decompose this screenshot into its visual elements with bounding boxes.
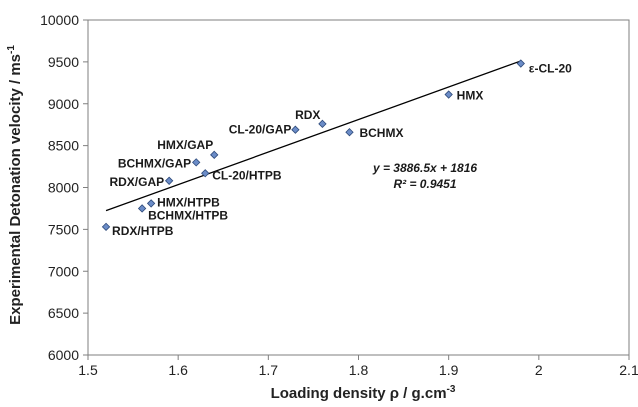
data-point-marker — [164, 176, 174, 185]
data-point-marker — [345, 128, 354, 137]
data-points-layer — [101, 59, 525, 232]
data-point-label: HMX/GAP — [157, 138, 213, 152]
y-axis-title-main: Experimental Detonation velocity / ms — [7, 54, 24, 325]
trendline — [105, 60, 522, 212]
x-tick-label: 1.7 — [259, 362, 279, 378]
x-tick-label: 1.6 — [168, 362, 188, 378]
x-tick-label: 2.1 — [619, 362, 638, 378]
r-squared-label: R² = 0.9451 — [393, 177, 456, 191]
data-point-label: BCHMX — [359, 126, 403, 140]
y-tick-label: 9500 — [48, 54, 79, 70]
data-point-label: RDX — [295, 108, 320, 122]
data-point-marker — [146, 199, 156, 208]
x-axis-title-sup: -3 — [447, 384, 456, 395]
data-point-marker — [201, 169, 210, 178]
y-axis-title: Experimental Detonation velocity / ms-1 — [6, 45, 24, 325]
data-point-label: HMX/HTPB — [157, 195, 220, 209]
data-point-marker — [516, 59, 525, 68]
data-point-marker — [101, 222, 111, 232]
data-point-marker — [291, 125, 300, 134]
x-tick-label: 2 — [535, 362, 543, 378]
x-tick-label: 1.9 — [439, 362, 459, 378]
data-point-label: CL-20/GAP — [229, 123, 292, 137]
data-point-marker — [318, 119, 327, 129]
y-tick-label: 7000 — [48, 263, 79, 279]
y-tick-label: 10000 — [40, 12, 79, 28]
data-point-marker — [210, 150, 219, 160]
x-axis-title: Loading density ρ / g.cm-3 — [271, 384, 456, 402]
data-point-marker — [444, 90, 453, 99]
chart-axes: 1.5 1.6 1.7 1.8 1.9 2 2.1 6000 6500 7000 7500 8000 8… — [40, 12, 638, 378]
data-point-label: BCHMX/GAP — [118, 156, 191, 170]
y-tick-label: 8500 — [48, 138, 79, 154]
y-axis-title-sup: -1 — [6, 45, 17, 54]
y-tick-label: 8000 — [48, 180, 79, 196]
y-tick-label: 6500 — [48, 305, 79, 321]
y-tick-label: 7500 — [48, 221, 79, 237]
trendline-equation: y = 3886.5x + 1816 — [372, 161, 477, 175]
data-point-label: BCHMX/HTPB — [148, 208, 228, 222]
data-point-marker — [192, 158, 201, 167]
data-point-label: ε-CL-20 — [529, 62, 572, 76]
data-point-label: CL-20/HTPB — [212, 168, 282, 182]
data-point-label: RDX/HTPB — [112, 224, 174, 238]
data-point-marker — [137, 204, 147, 213]
y-tick-label: 9000 — [48, 96, 79, 112]
trendline-layer — [105, 60, 522, 212]
x-tick-label: 1.8 — [349, 362, 369, 378]
data-point-label: RDX/GAP — [109, 175, 164, 189]
x-tick-label: 1.5 — [78, 362, 98, 378]
y-tick-label: 6000 — [48, 347, 79, 363]
x-axis-title-main: Loading density ρ / g.cm — [271, 385, 447, 402]
data-point-label: HMX — [457, 89, 484, 103]
